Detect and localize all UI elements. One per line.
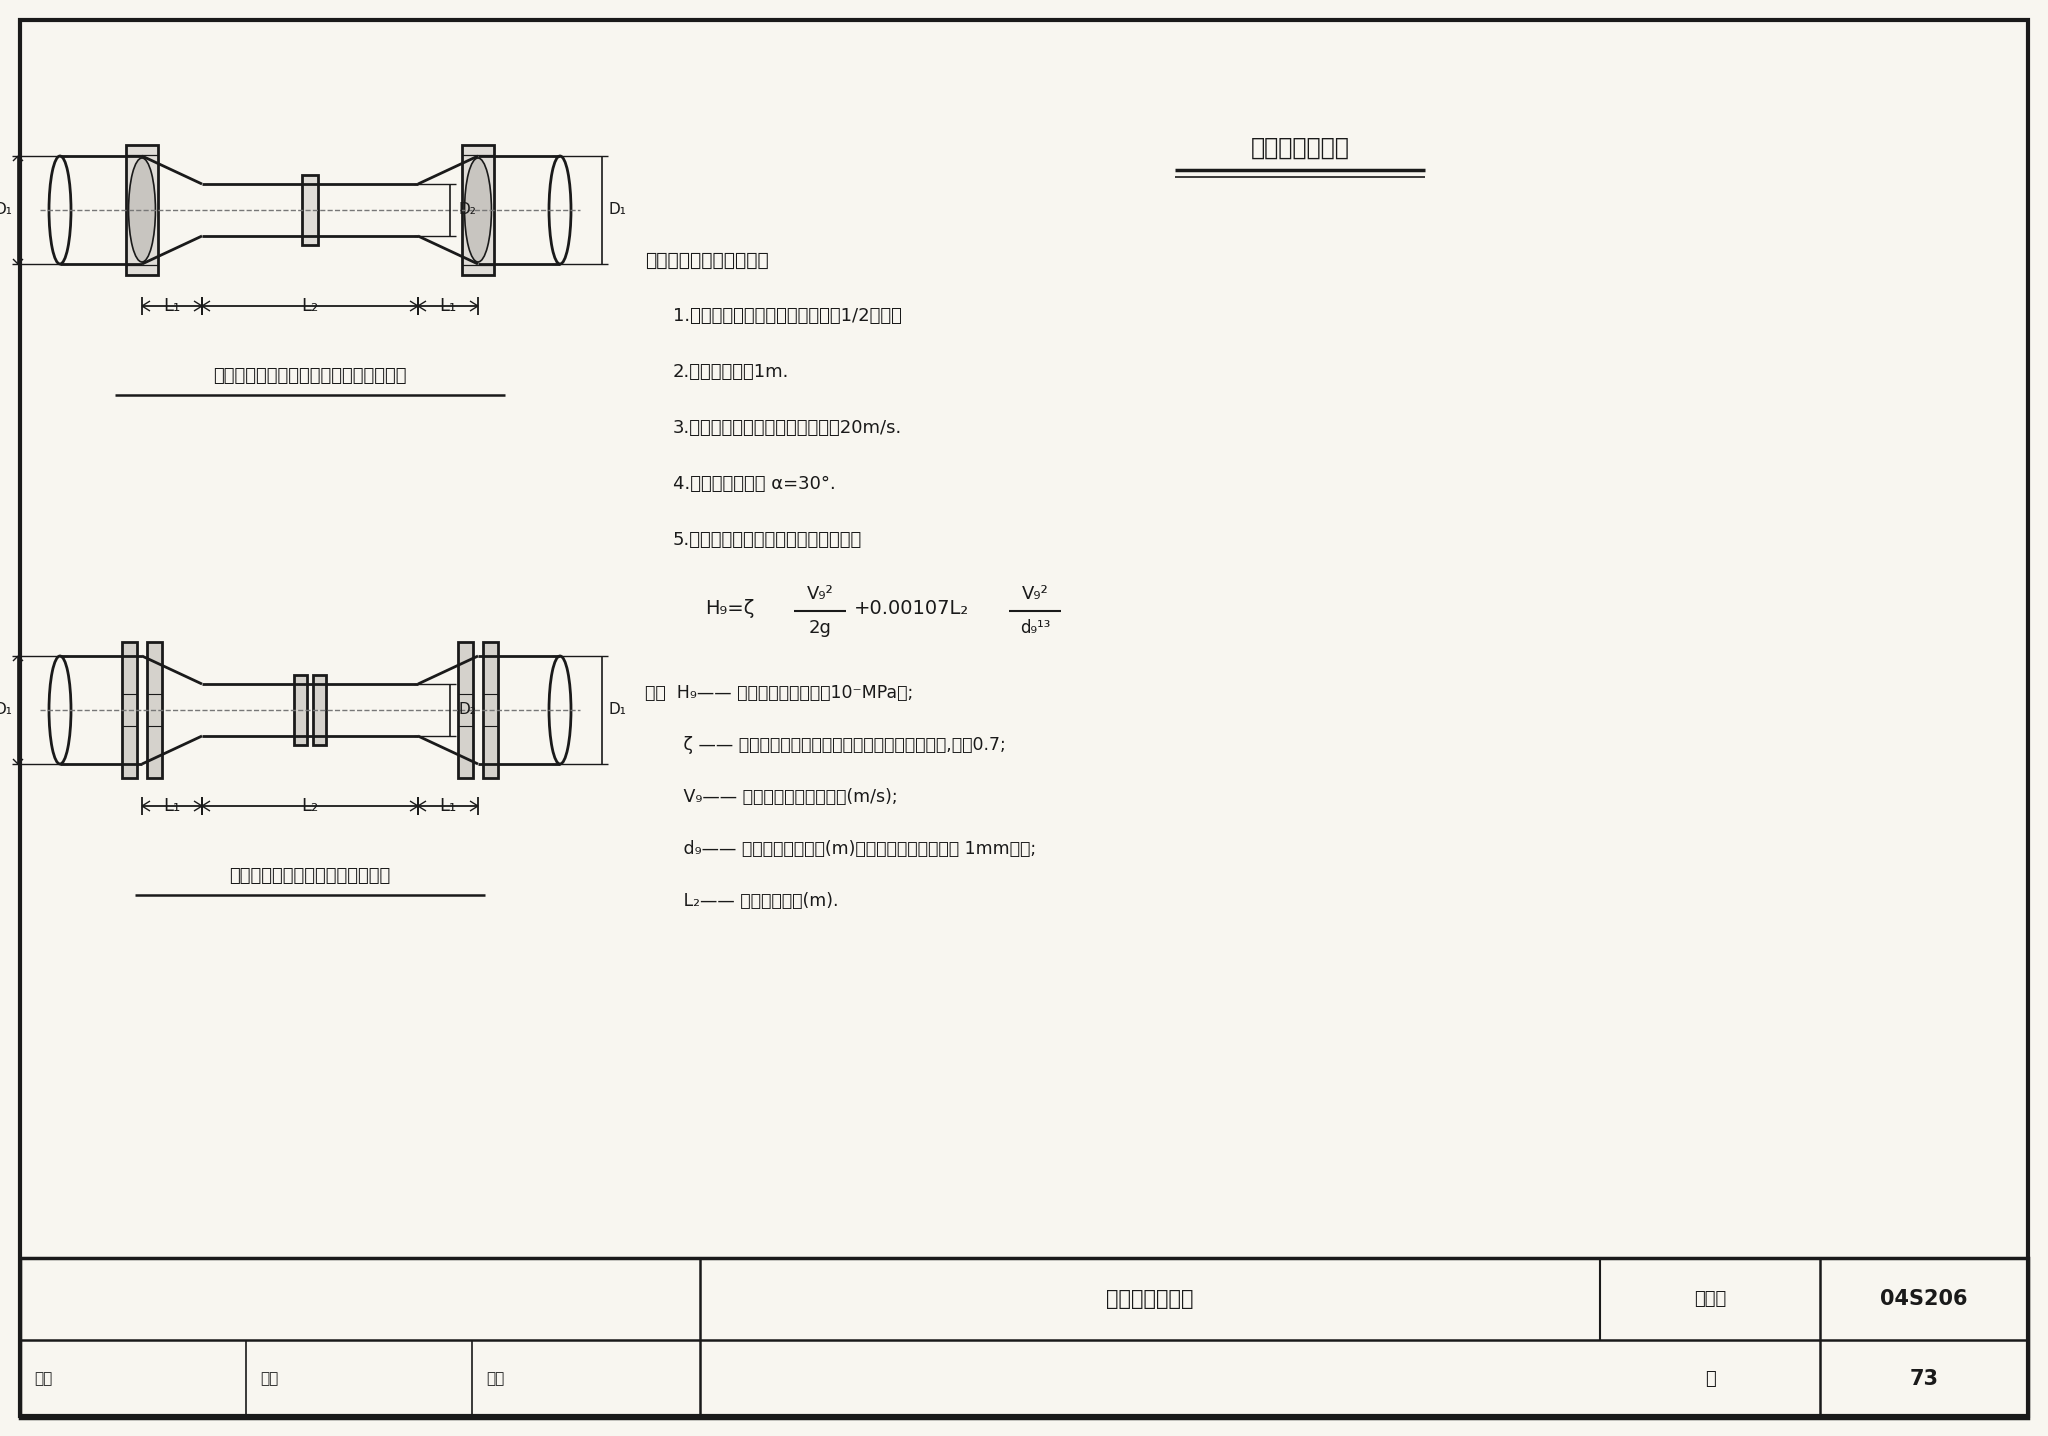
Bar: [313, 675, 326, 745]
Text: 3.节流管内水的平均流速不应大于20m/s.: 3.节流管内水的平均流速不应大于20m/s.: [674, 419, 903, 437]
Text: 节流管结构示意图（法兰式连接）: 节流管结构示意图（法兰式连接）: [229, 867, 391, 885]
Text: 节流管应符合下列规定：: 节流管应符合下列规定：: [645, 250, 768, 270]
Text: L₁: L₁: [164, 797, 180, 816]
Text: 73: 73: [1909, 1369, 1939, 1389]
Text: +0.00107L₂: +0.00107L₂: [854, 599, 969, 617]
Text: L₁: L₁: [164, 297, 180, 314]
Text: 校对: 校对: [260, 1371, 279, 1387]
Text: 节流管结构示意图（卡筜、丝扣式连接）: 节流管结构示意图（卡筜、丝扣式连接）: [213, 368, 408, 385]
Text: L₂: L₂: [301, 797, 319, 816]
Text: 04S206: 04S206: [1880, 1290, 1968, 1310]
Text: 页: 页: [1704, 1370, 1716, 1389]
Text: V₉²: V₉²: [1022, 584, 1049, 603]
Bar: [483, 642, 498, 778]
Bar: [127, 145, 158, 276]
Text: D₁: D₁: [0, 202, 12, 217]
Text: d₉—— 节流管的计算内径(m)取值应按节流管内径减 1mm确定;: d₉—— 节流管的计算内径(m)取值应按节流管内径减 1mm确定;: [645, 840, 1036, 857]
Text: V₉²: V₉²: [807, 584, 834, 603]
Ellipse shape: [465, 158, 492, 261]
Bar: [463, 145, 494, 276]
Bar: [123, 642, 137, 778]
Text: 节流管安装详图: 节流管安装详图: [1106, 1290, 1194, 1310]
Text: 设计: 设计: [485, 1371, 504, 1387]
Text: 4.渐缩与渐扩角取 α=30°.: 4.渐缩与渐扩角取 α=30°.: [674, 475, 836, 493]
Text: 节流管安装说明: 节流管安装说明: [1251, 136, 1350, 159]
Text: D₁: D₁: [608, 702, 627, 718]
Text: 图集号: 图集号: [1694, 1290, 1726, 1308]
Text: L₁: L₁: [440, 297, 457, 314]
Text: 2g: 2g: [809, 619, 831, 638]
Text: H₉=ζ: H₉=ζ: [705, 599, 754, 617]
Text: ζ —— 节流管中渐缩管与渐扩管的局部阻力系数之和,取倄0.7;: ζ —— 节流管中渐缩管与渐扩管的局部阻力系数之和,取倄0.7;: [645, 737, 1006, 754]
Bar: [20, 1258, 2028, 1417]
Text: L₁: L₁: [440, 797, 457, 816]
Text: V₉—— 节流管内水的平均流速(m/s);: V₉—— 节流管内水的平均流速(m/s);: [645, 788, 897, 806]
Text: D₁: D₁: [608, 202, 627, 217]
Bar: [459, 642, 473, 778]
Text: D₂: D₂: [459, 702, 475, 718]
Text: 5.节流管的水头损失，应按下式计算：: 5.节流管的水头损失，应按下式计算：: [674, 531, 862, 549]
Text: L₂—— 节流管的长度(m).: L₂—— 节流管的长度(m).: [645, 892, 838, 910]
Text: 审核: 审核: [35, 1371, 53, 1387]
Bar: [295, 675, 307, 745]
Text: 式中  H₉—— 节流管的水头损失（10⁻MPa）;: 式中 H₉—— 节流管的水头损失（10⁻MPa）;: [645, 684, 913, 702]
Text: L₂: L₂: [301, 297, 319, 314]
Text: d₉¹³: d₉¹³: [1020, 619, 1051, 638]
Bar: [147, 642, 162, 778]
Text: 1.节流管直径宜按上游管段直径的1/2确定。: 1.节流管直径宜按上游管段直径的1/2确定。: [674, 307, 901, 325]
Bar: [301, 175, 317, 246]
Text: D₁: D₁: [0, 702, 12, 718]
Ellipse shape: [129, 158, 156, 261]
Text: D₂: D₂: [459, 202, 475, 217]
Text: 2.长度不宜小于1m.: 2.长度不宜小于1m.: [674, 363, 788, 381]
